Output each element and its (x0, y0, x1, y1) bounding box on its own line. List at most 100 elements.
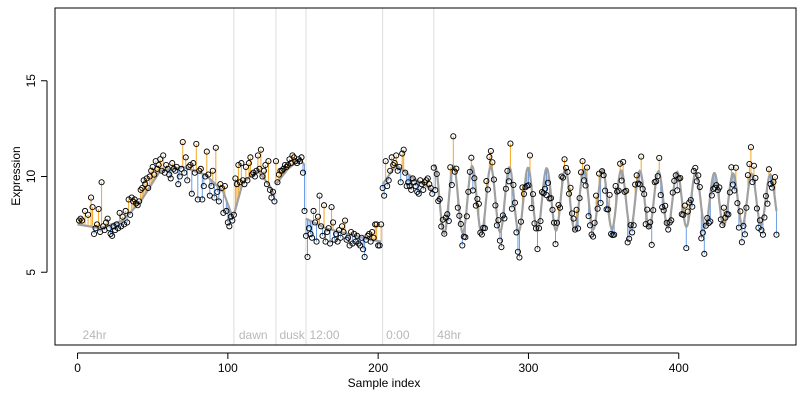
data-point (436, 196, 443, 203)
data-point (269, 188, 276, 195)
data-point (734, 200, 741, 207)
data-point (620, 158, 627, 165)
data-point (169, 160, 176, 167)
data-point (137, 186, 144, 193)
data-point (456, 212, 463, 219)
data-point (295, 156, 302, 163)
data-point (223, 207, 230, 215)
data-point (103, 219, 110, 226)
data-point (136, 198, 143, 205)
data-point (381, 192, 388, 199)
data-point (719, 222, 726, 229)
data-point (233, 181, 240, 188)
data-point (405, 179, 412, 186)
data-point (251, 173, 258, 180)
x-tick-label: 100 (218, 361, 238, 375)
data-point (301, 207, 308, 215)
data-point (705, 219, 712, 227)
data-point (254, 152, 261, 159)
data-point (199, 196, 206, 203)
data-point (278, 167, 286, 174)
data-point (468, 154, 475, 161)
phase-label: 0:00 (386, 328, 410, 342)
data-point (707, 218, 714, 225)
data-point (451, 168, 458, 175)
data-point (209, 167, 216, 174)
data-point (211, 194, 218, 201)
data-point (133, 200, 140, 207)
data-point (582, 182, 589, 189)
data-point (382, 158, 389, 165)
data-point (496, 237, 503, 244)
axes: 0 100 200 300 400 5 10 15 (24, 74, 689, 375)
data-point (489, 159, 496, 166)
data-point (85, 211, 92, 218)
phase-label: 24hr (83, 328, 107, 342)
data-point (662, 202, 669, 209)
data-point (701, 250, 708, 257)
data-point (124, 219, 131, 226)
data-point (526, 152, 534, 159)
data-point (317, 223, 325, 230)
data-point (522, 184, 529, 191)
data-point (343, 236, 350, 243)
data-point (537, 218, 544, 225)
data-point (400, 146, 407, 153)
data-point (328, 204, 335, 211)
data-point (220, 209, 227, 216)
data-point (572, 226, 579, 233)
data-point (190, 160, 197, 167)
phase-label: 12:00 (310, 328, 340, 342)
data-point (729, 181, 736, 188)
data-point (657, 192, 664, 199)
data-point (561, 156, 568, 163)
data-point (94, 221, 101, 228)
data-point (208, 183, 215, 190)
data-point (559, 174, 567, 181)
data-point (472, 202, 479, 209)
data-point (672, 172, 679, 179)
data-point (130, 198, 137, 205)
data-point (552, 241, 559, 248)
data-point (433, 170, 440, 178)
data-point (298, 154, 305, 161)
data-point (478, 231, 485, 238)
data-point (176, 173, 183, 180)
data-point (558, 173, 565, 180)
data-point (265, 158, 272, 165)
data-point (579, 158, 586, 165)
data-point (160, 152, 167, 159)
data-point (632, 181, 639, 188)
data-point (185, 163, 192, 170)
data-point (486, 153, 493, 161)
data-point (361, 253, 368, 260)
data-point (357, 242, 364, 249)
data-point (656, 154, 663, 161)
data-point (759, 231, 766, 238)
data-point (311, 219, 319, 226)
data-point (238, 160, 245, 167)
data-point (158, 167, 165, 174)
data-point (127, 211, 134, 218)
data-point (369, 228, 376, 236)
data-point (602, 187, 609, 194)
data-point (214, 188, 221, 195)
y-tick-label: 5 (24, 269, 38, 276)
data-point (337, 234, 344, 241)
data-point (271, 198, 278, 205)
data-point (307, 230, 314, 237)
data-point (516, 254, 523, 261)
x-tick-label: 0 (74, 361, 81, 375)
x-tick-label: 300 (518, 361, 538, 375)
data-point (629, 229, 636, 236)
data-point (471, 175, 478, 182)
data-point (511, 199, 518, 206)
data-point (720, 204, 727, 211)
data-point (454, 204, 461, 211)
phase-label: dusk (279, 328, 305, 342)
data-point (406, 183, 413, 190)
data-point (556, 204, 564, 211)
data-point (612, 183, 619, 190)
data-point (155, 161, 162, 169)
data-point (330, 219, 337, 226)
